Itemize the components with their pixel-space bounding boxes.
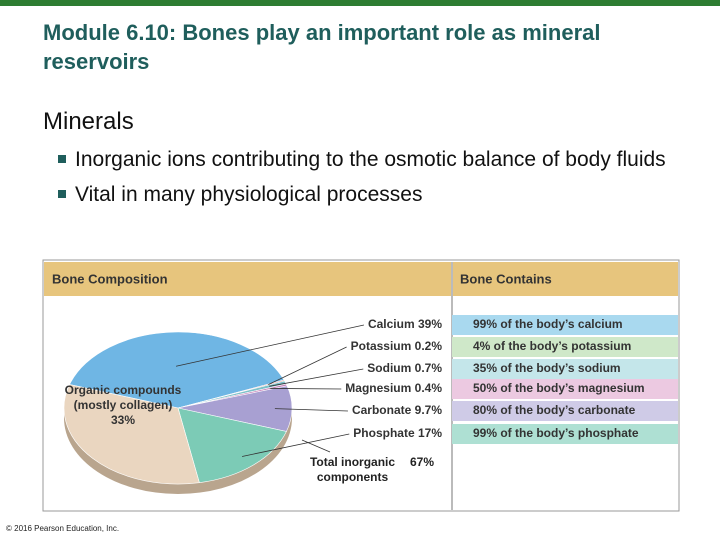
- value-label: 0.2%: [415, 339, 443, 353]
- table-row: [452, 315, 678, 335]
- annotation-value: 67%: [410, 455, 435, 469]
- leader-line: [301, 439, 331, 453]
- header-band: [44, 262, 678, 296]
- bullet: Vital in many physiological processes: [58, 181, 683, 209]
- table-row: [452, 424, 678, 444]
- bullet: Inorganic ions contributing to the osmot…: [58, 146, 683, 174]
- table-cell: 35% of the body’s sodium: [473, 361, 621, 375]
- category-label: Sodium: [367, 361, 411, 375]
- organic-label: Organic compounds (mostly collagen) 33%: [62, 383, 184, 428]
- value-label: 39%: [418, 317, 442, 331]
- table-header: Bone Contains: [460, 271, 552, 286]
- pie-slice: [177, 407, 287, 483]
- slice-label: Potassium 0.2%: [351, 339, 443, 353]
- table-row: [452, 401, 678, 421]
- slide-title: Module 6.10: Bones play an important rol…: [43, 20, 601, 74]
- leader-line: [269, 368, 364, 387]
- category-label: Calcium: [368, 317, 415, 331]
- category-label: Magnesium: [345, 381, 411, 395]
- category-label: Organic compounds (mostly collagen): [64, 383, 182, 412]
- leader-line: [274, 408, 348, 412]
- table-cell: 80% of the body’s carbonate: [473, 403, 636, 417]
- slice-label: Sodium 0.7%: [367, 361, 442, 375]
- table-cell: 99% of the body’s phosphate: [473, 426, 639, 440]
- pie-slice: [63, 384, 200, 485]
- footer: © 2016 Pearson Education, Inc.: [6, 524, 120, 533]
- table-row: [452, 337, 678, 357]
- slice-label: Magnesium 0.4%: [345, 381, 442, 395]
- heading: Minerals: [43, 108, 134, 135]
- value-label: 0.4%: [415, 381, 443, 395]
- slice-label: Phosphate 17%: [353, 426, 442, 440]
- slice-label: Carbonate 9.7%: [352, 403, 442, 417]
- table-cell: 50% of the body’s magnesium: [473, 381, 645, 395]
- category-label: Phosphate: [353, 426, 415, 440]
- table-cell: 99% of the body’s calcium: [473, 317, 623, 331]
- leader-line: [241, 433, 350, 457]
- leader-line: [268, 346, 347, 385]
- table-row: [452, 359, 678, 379]
- value-label: 17%: [418, 426, 442, 440]
- top-bar: [0, 0, 720, 6]
- value-label: 33%: [110, 413, 136, 427]
- pie-slice: [69, 331, 285, 409]
- leader-line: [270, 388, 342, 390]
- leader-line: [175, 324, 365, 367]
- annotation: Total inorganic components: [309, 455, 396, 484]
- pie-title: Bone Composition: [52, 271, 168, 286]
- value-label: 0.7%: [415, 361, 443, 375]
- value-label: 9.7%: [415, 403, 443, 417]
- table-row: [452, 379, 678, 399]
- slice-label: Calcium 39%: [368, 317, 442, 331]
- category-label: Carbonate: [352, 403, 412, 417]
- bullet-list: Inorganic ions contributing to the osmot…: [58, 146, 683, 216]
- category-label: Potassium: [351, 339, 412, 353]
- table-cell: 4% of the body’s potassium: [473, 339, 631, 353]
